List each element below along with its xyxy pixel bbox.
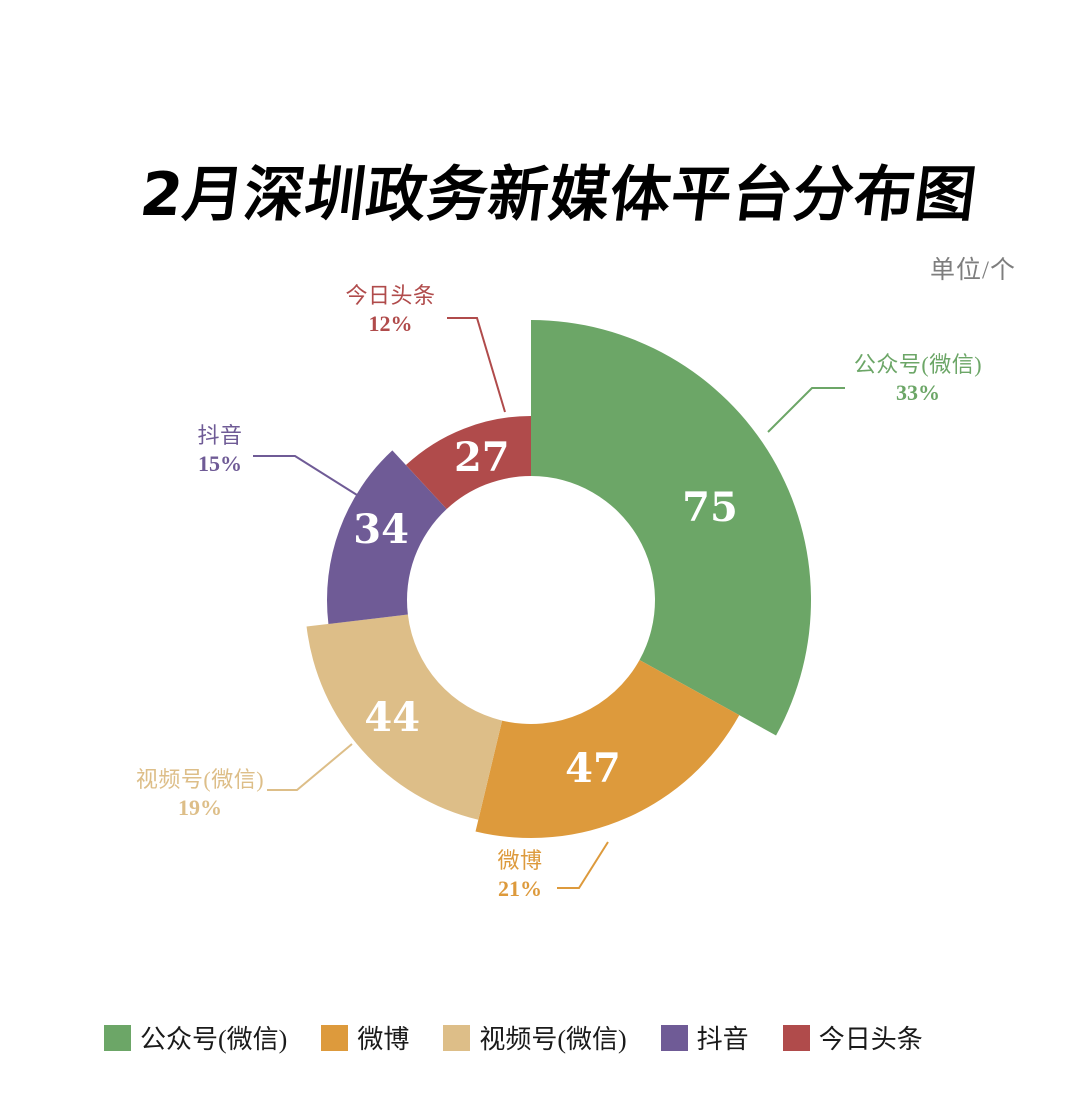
unit-label: 单位/个: [930, 257, 1016, 284]
slice-value-3: 34: [353, 506, 409, 553]
leader-line-1: [557, 841, 609, 889]
legend-item-shipinhao-weixin: 视频号(微信): [443, 1019, 627, 1056]
slice-value-0: 75: [682, 484, 738, 531]
legend-item-douyin: 抖音: [660, 1019, 749, 1056]
slice-value-1: 47: [565, 745, 621, 792]
callout-percent: 19%: [178, 794, 222, 820]
callout-label: 抖音: [197, 423, 243, 448]
legend-swatch: [104, 1024, 131, 1051]
pie-slice-2: [306, 614, 503, 820]
callout-percent: 15%: [198, 450, 242, 476]
legend-item-gongzhonghao-weixin: 公众号(微信): [104, 1019, 287, 1056]
legend-swatch: [321, 1024, 349, 1051]
callout-label: 视频号(微信): [135, 767, 265, 792]
callout-shipinhao-weixin: 视频号(微信) 19%: [105, 766, 295, 822]
legend-label: 公众号(微信): [140, 1025, 288, 1054]
pie-slice-1: [475, 660, 740, 838]
legend-item-jinri-toutiao: 今日头条: [782, 1019, 923, 1056]
legend-item-weibo: 微博: [321, 1019, 409, 1056]
callout-label: 公众号(微信): [853, 352, 983, 377]
legend-label: 抖音: [696, 1025, 749, 1054]
callout-label: 微博: [497, 848, 543, 873]
leader-line-0: [767, 387, 845, 433]
legend: 公众号(微信) 微博 视频号(微信) 抖音 今日头条: [104, 1019, 923, 1056]
pie-slice-0: [531, 320, 811, 736]
legend-label: 微博: [357, 1025, 410, 1054]
callout-label: 今日头条: [345, 283, 436, 308]
callout-douyin: 抖音 15%: [150, 422, 290, 478]
callout-gongzhonghao-weixin: 公众号(微信) 33%: [828, 351, 1008, 407]
callout-jinri-toutiao: 今日头条 12%: [318, 282, 463, 338]
legend-label: 今日头条: [818, 1025, 923, 1054]
leader-line-2: [267, 743, 353, 791]
legend-label: 视频号(微信): [479, 1025, 627, 1054]
callout-percent: 21%: [498, 875, 542, 901]
pie-slice-4: [405, 416, 531, 510]
slice-value-2: 44: [364, 694, 420, 741]
leader-line-4: [447, 317, 506, 413]
slice-value-4: 27: [454, 434, 510, 481]
pie-slice-3: [327, 450, 447, 624]
callout-percent: 12%: [368, 310, 413, 336]
callout-weibo: 微博 21%: [455, 847, 585, 903]
leader-line-3: [253, 455, 358, 496]
legend-swatch: [443, 1024, 471, 1051]
callout-percent: 33%: [896, 379, 940, 405]
legend-swatch: [782, 1024, 810, 1051]
legend-swatch: [660, 1024, 688, 1051]
